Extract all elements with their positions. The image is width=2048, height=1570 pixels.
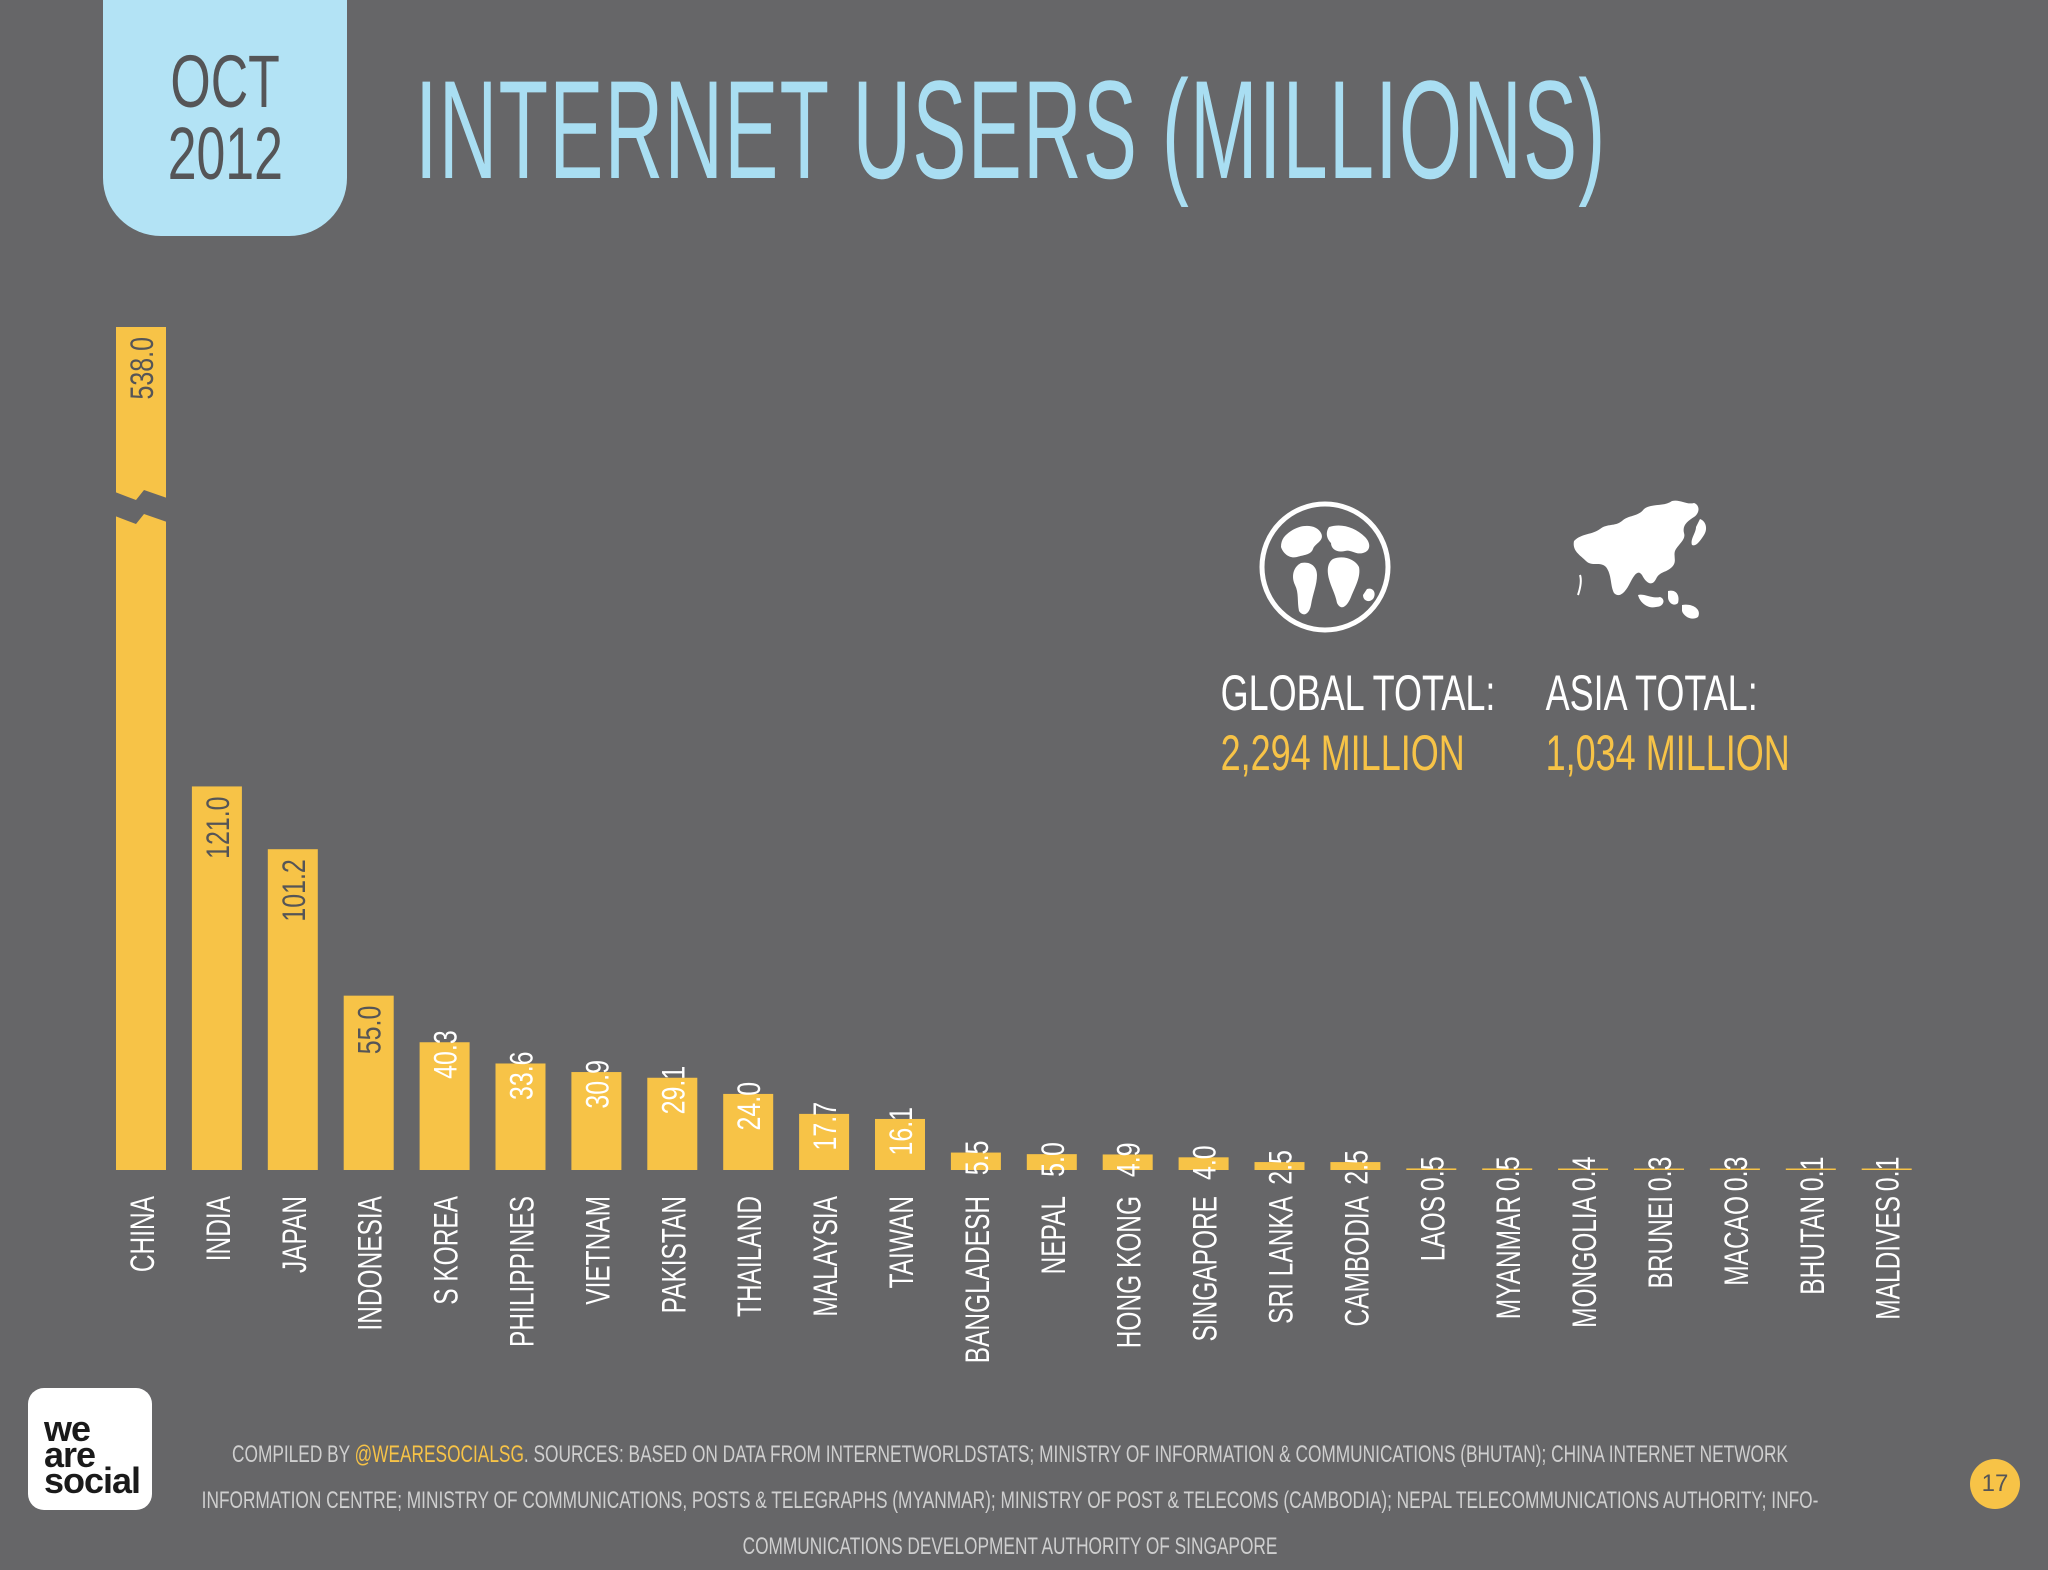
bar-value-label: 16.1 <box>884 1107 920 1156</box>
bar-value-label: 24.0 <box>732 1082 768 1131</box>
category-label: SRI LANKA <box>1263 1196 1301 1324</box>
category-label: INDONESIA <box>352 1196 390 1331</box>
page-title: INTERNET USERS (MILLIONS) <box>415 51 1607 208</box>
bar-value-label: 5.0 <box>1036 1142 1072 1177</box>
category-label: BANGLADESH <box>959 1196 997 1363</box>
category-label: BHUTAN <box>1794 1196 1832 1295</box>
bar-value-label: 33.6 <box>505 1051 541 1100</box>
asia-total: ASIA TOTAL: 1,034 MILLION <box>1505 663 1795 783</box>
category-label: SINGAPORE <box>1187 1196 1225 1341</box>
category-label: MALDIVES <box>1870 1196 1908 1320</box>
page-number: 17 <box>1970 1459 2020 1509</box>
bar-value-label: 101.2 <box>277 859 313 921</box>
bar-value-label: 55.0 <box>353 1006 389 1055</box>
bar-bhutan <box>1785 1168 1836 1170</box>
bar-value-label: 29.1 <box>656 1066 692 1115</box>
bar-thailand <box>723 1093 774 1170</box>
category-label: JAPAN <box>276 1196 314 1273</box>
bar-china <box>116 327 166 1170</box>
bar-s-korea <box>419 1042 470 1170</box>
bar-bangladesh <box>950 1152 1001 1170</box>
footer-handle-link[interactable]: @WEARESOCIALSG <box>354 1441 524 1468</box>
we-are-social-logo: we are social <box>28 1388 152 1510</box>
bar-hong-kong <box>1102 1154 1153 1170</box>
category-label: MALAYSIA <box>807 1196 845 1317</box>
footer-prefix: COMPILED BY <box>232 1441 355 1468</box>
logo-line-1: we <box>44 1408 91 1449</box>
category-label: MACAO <box>1718 1196 1756 1286</box>
category-label: THAILAND <box>731 1196 769 1317</box>
bar-chart: 538.0 121.0 101.2 55.0 40.3 33.6 30.9 29.1 24.0 1… <box>115 327 1912 1363</box>
bar-india <box>191 786 242 1170</box>
category-label: S KOREA <box>428 1196 466 1305</box>
date-badge: OCT 2012 <box>103 0 347 236</box>
bar-sri-lanka <box>1254 1162 1305 1170</box>
bar-cambodia <box>1330 1162 1381 1170</box>
date-month: OCT <box>170 40 280 123</box>
bar-malaysia <box>799 1113 850 1170</box>
axis-break-mark <box>115 490 167 524</box>
bar-value-label: 538.0 <box>125 337 161 399</box>
category-label: VIETNAM <box>580 1196 618 1305</box>
category-label: LAOS <box>1414 1196 1452 1261</box>
category-label: MONGOLIA <box>1566 1196 1604 1328</box>
bar-value-label: 0.3 <box>1719 1157 1755 1192</box>
bar-value-label: 0.4 <box>1567 1156 1603 1191</box>
global-total-label: GLOBAL TOTAL: <box>1220 665 1496 721</box>
logo-line-3: social <box>44 1460 141 1501</box>
bar-value-label: 0.5 <box>1491 1156 1527 1191</box>
category-label: TAIWAN <box>883 1196 921 1288</box>
asia-total-value: 1,034 MILLION <box>1545 725 1790 781</box>
bar-maldives <box>1861 1168 1912 1170</box>
date-year: 2012 <box>167 112 283 195</box>
footer-sources: COMPILED BY @WEARESOCIALSG. SOURCES: BAS… <box>200 1432 1820 1570</box>
category-label: CHINA <box>124 1196 162 1272</box>
bar-value-label: 0.1 <box>1871 1157 1907 1192</box>
bar-japan <box>267 849 318 1170</box>
globe-icon <box>1259 501 1391 633</box>
bar-value-label: 17.7 <box>808 1102 844 1151</box>
bar-value-label: 5.5 <box>960 1141 996 1176</box>
bar-value-label: 40.3 <box>429 1030 465 1079</box>
category-label: MYANMAR <box>1490 1196 1528 1319</box>
bar-myanmar <box>1482 1168 1533 1170</box>
bar-value-label: 0.5 <box>1415 1156 1451 1191</box>
bar-value-label: 4.0 <box>1188 1145 1224 1180</box>
bar-value-label: 30.9 <box>581 1060 617 1109</box>
global-total: GLOBAL TOTAL: 2,294 MILLION <box>1180 663 1496 783</box>
bar-value-label: 0.1 <box>1795 1157 1831 1192</box>
category-label: NEPAL <box>1035 1196 1073 1274</box>
bar-brunei <box>1634 1168 1684 1170</box>
category-label: PAKISTAN <box>655 1196 693 1313</box>
bar-nepal <box>1026 1154 1077 1170</box>
bar-value-label: 0.3 <box>1643 1157 1679 1192</box>
category-label: INDIA <box>200 1196 238 1261</box>
bar-value-label: 121.0 <box>201 796 237 858</box>
bar-mongolia <box>1558 1168 1609 1170</box>
bar-value-label: 2.5 <box>1340 1150 1376 1185</box>
logo-line-2: are <box>44 1434 96 1475</box>
bar-indonesia <box>343 995 394 1170</box>
category-label: CAMBODIA <box>1339 1196 1377 1327</box>
global-total-value: 2,294 MILLION <box>1220 725 1465 781</box>
bar-philippines <box>495 1063 546 1170</box>
bar-value-label: 4.9 <box>1112 1142 1148 1177</box>
bar-pakistan <box>647 1077 698 1170</box>
category-label: BRUNEI <box>1642 1196 1680 1288</box>
bar-value-label: 2.5 <box>1264 1150 1300 1185</box>
bar-macao <box>1709 1168 1760 1170</box>
bar-singapore <box>1178 1157 1229 1170</box>
bar-taiwan <box>875 1118 925 1170</box>
category-label: PHILIPPINES <box>504 1196 542 1347</box>
asia-map-icon <box>1573 500 1707 619</box>
asia-total-label: ASIA TOTAL: <box>1545 665 1758 721</box>
category-label: HONG KONG <box>1111 1196 1149 1348</box>
bar-vietnam <box>571 1072 622 1170</box>
bar-laos <box>1406 1168 1457 1170</box>
